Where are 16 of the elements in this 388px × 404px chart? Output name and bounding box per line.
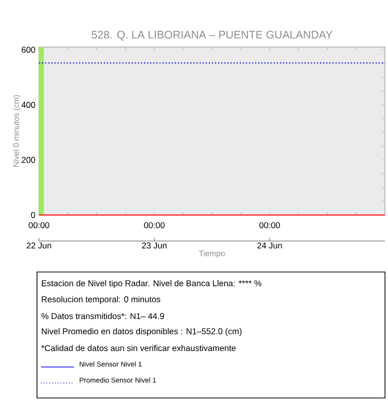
x-tick-label: 24 Jun [257,242,282,249]
y-tick-label: 400 [22,102,36,108]
x-tick-label: 23 Jun [142,242,166,249]
y-tick-label: 0 [31,212,36,218]
x-tick-label: 22 Jun [26,242,52,249]
y-tick-label: 600 [22,46,36,53]
text: 00:00 [259,222,280,228]
y-tick-label: 200 [22,156,36,163]
text: Estacion de Nivel tipo Radar. Nivel de Banca Llena: **** % [42,280,262,288]
text: % Datos transmitidos*: N1– 44.9 [41,312,164,320]
text: 00:00 [28,222,50,228]
text: Resolucion temporal: 0 minutos [42,296,160,304]
chart-title: 528. Q. LA LIBORIANA – PUENTE GUALANDAY [92,30,332,40]
text: 00:00 [144,222,165,228]
text: *Calidad de datos aun sin verificar exhaustivamente [41,344,236,352]
text: Nivel Promedio en datos disponibles : N1–552.0 (cm) [42,328,242,336]
